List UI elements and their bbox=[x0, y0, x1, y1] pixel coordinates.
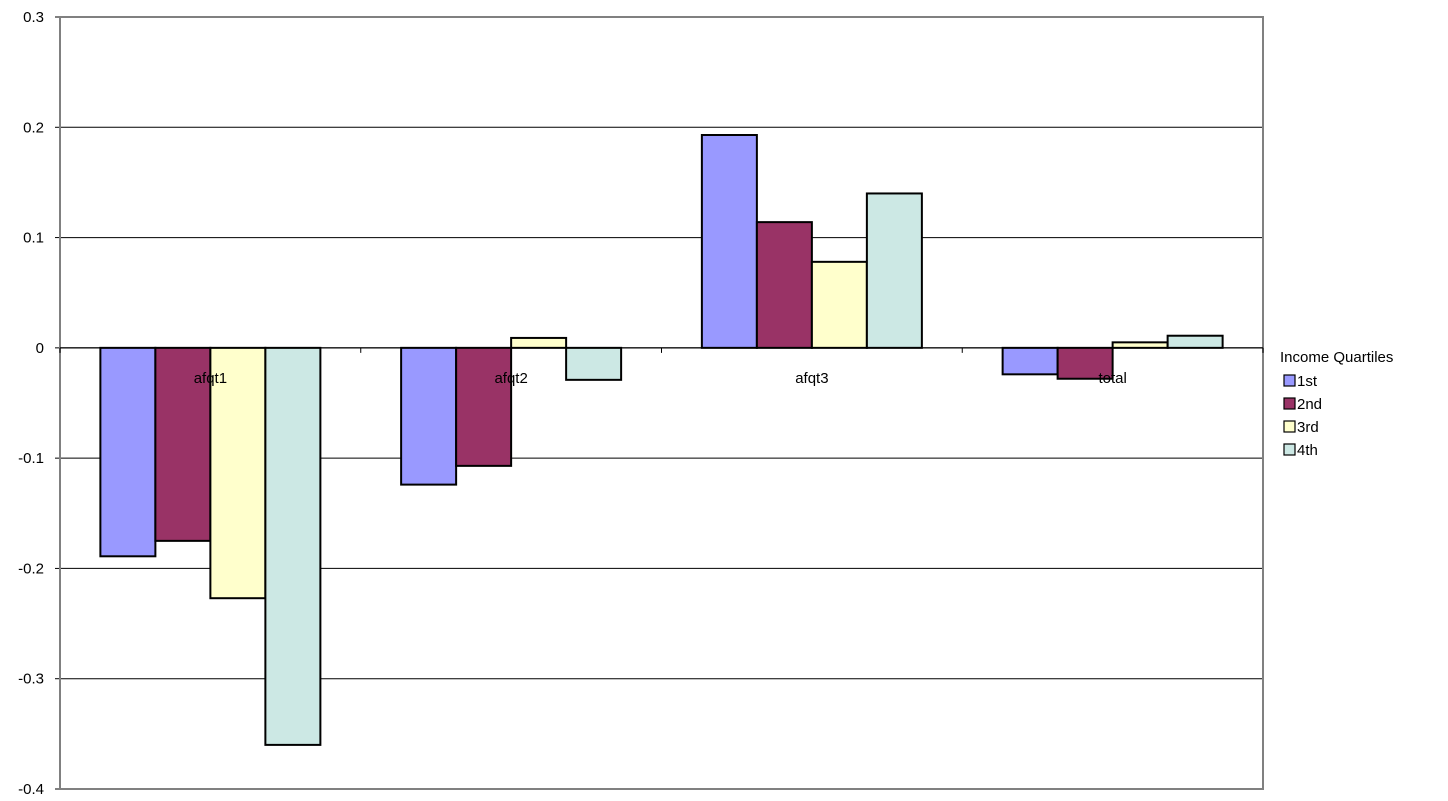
legend-title: Income Quartiles bbox=[1280, 349, 1393, 366]
bar-3rd-afqt2 bbox=[510, 336, 568, 349]
legend: Income Quartiles 1st 2nd 3rd 4th bbox=[1280, 349, 1393, 459]
legend-swatch-4th bbox=[1283, 443, 1296, 456]
bar-2nd-total bbox=[1056, 346, 1114, 380]
y-tick-label: -0.4 bbox=[18, 781, 44, 798]
y-tick-label: -0.1 bbox=[18, 450, 44, 467]
legend-label-1st: 1st bbox=[1297, 373, 1318, 390]
category-label-afqt3: afqt3 bbox=[795, 370, 828, 387]
legend-label-3rd: 3rd bbox=[1297, 419, 1319, 436]
axes bbox=[55, 16, 1264, 790]
legend-swatch-2nd bbox=[1283, 397, 1296, 410]
category-labels: afqt1 afqt2 afqt3 total bbox=[194, 370, 1127, 387]
y-tick-label: 0.2 bbox=[23, 119, 44, 136]
bar-1st-total bbox=[1001, 346, 1059, 376]
bars bbox=[99, 134, 1224, 746]
bar-1st-afqt1 bbox=[99, 346, 157, 558]
bar-3rd-afqt3 bbox=[810, 260, 868, 349]
bar-4th-afqt2 bbox=[565, 346, 623, 381]
bar-4th-afqt1 bbox=[264, 346, 322, 746]
bar-2nd-afqt1 bbox=[154, 346, 212, 542]
y-tick-label: 0 bbox=[36, 340, 44, 357]
bar-2nd-afqt2 bbox=[455, 346, 513, 467]
bar-2nd-afqt3 bbox=[755, 221, 813, 349]
category-label-total: total bbox=[1098, 370, 1126, 387]
legend-swatch-3rd bbox=[1283, 420, 1296, 433]
bar-1st-afqt2 bbox=[400, 346, 458, 486]
y-tick-label: 0.3 bbox=[23, 9, 44, 26]
bar-3rd-total bbox=[1111, 341, 1169, 349]
bar-1st-afqt3 bbox=[700, 134, 758, 349]
y-tick-label: -0.2 bbox=[18, 560, 44, 577]
y-tick-label: 0.1 bbox=[23, 230, 44, 247]
legend-label-2nd: 2nd bbox=[1297, 396, 1322, 413]
category-label-afqt2: afqt2 bbox=[494, 370, 527, 387]
plot-area-border bbox=[59, 16, 1264, 790]
y-tick-labels: 0.3 0.2 0.1 0 -0.1 -0.2 -0.3 -0.4 bbox=[18, 9, 44, 798]
category-label-afqt1: afqt1 bbox=[194, 370, 227, 387]
legend-label-4th: 4th bbox=[1297, 442, 1318, 459]
bar-3rd-afqt1 bbox=[209, 346, 267, 600]
bar-4th-afqt3 bbox=[865, 192, 923, 349]
legend-swatch-1st bbox=[1283, 374, 1296, 387]
y-tick-label: -0.3 bbox=[18, 671, 44, 688]
bar-4th-total bbox=[1166, 334, 1224, 349]
